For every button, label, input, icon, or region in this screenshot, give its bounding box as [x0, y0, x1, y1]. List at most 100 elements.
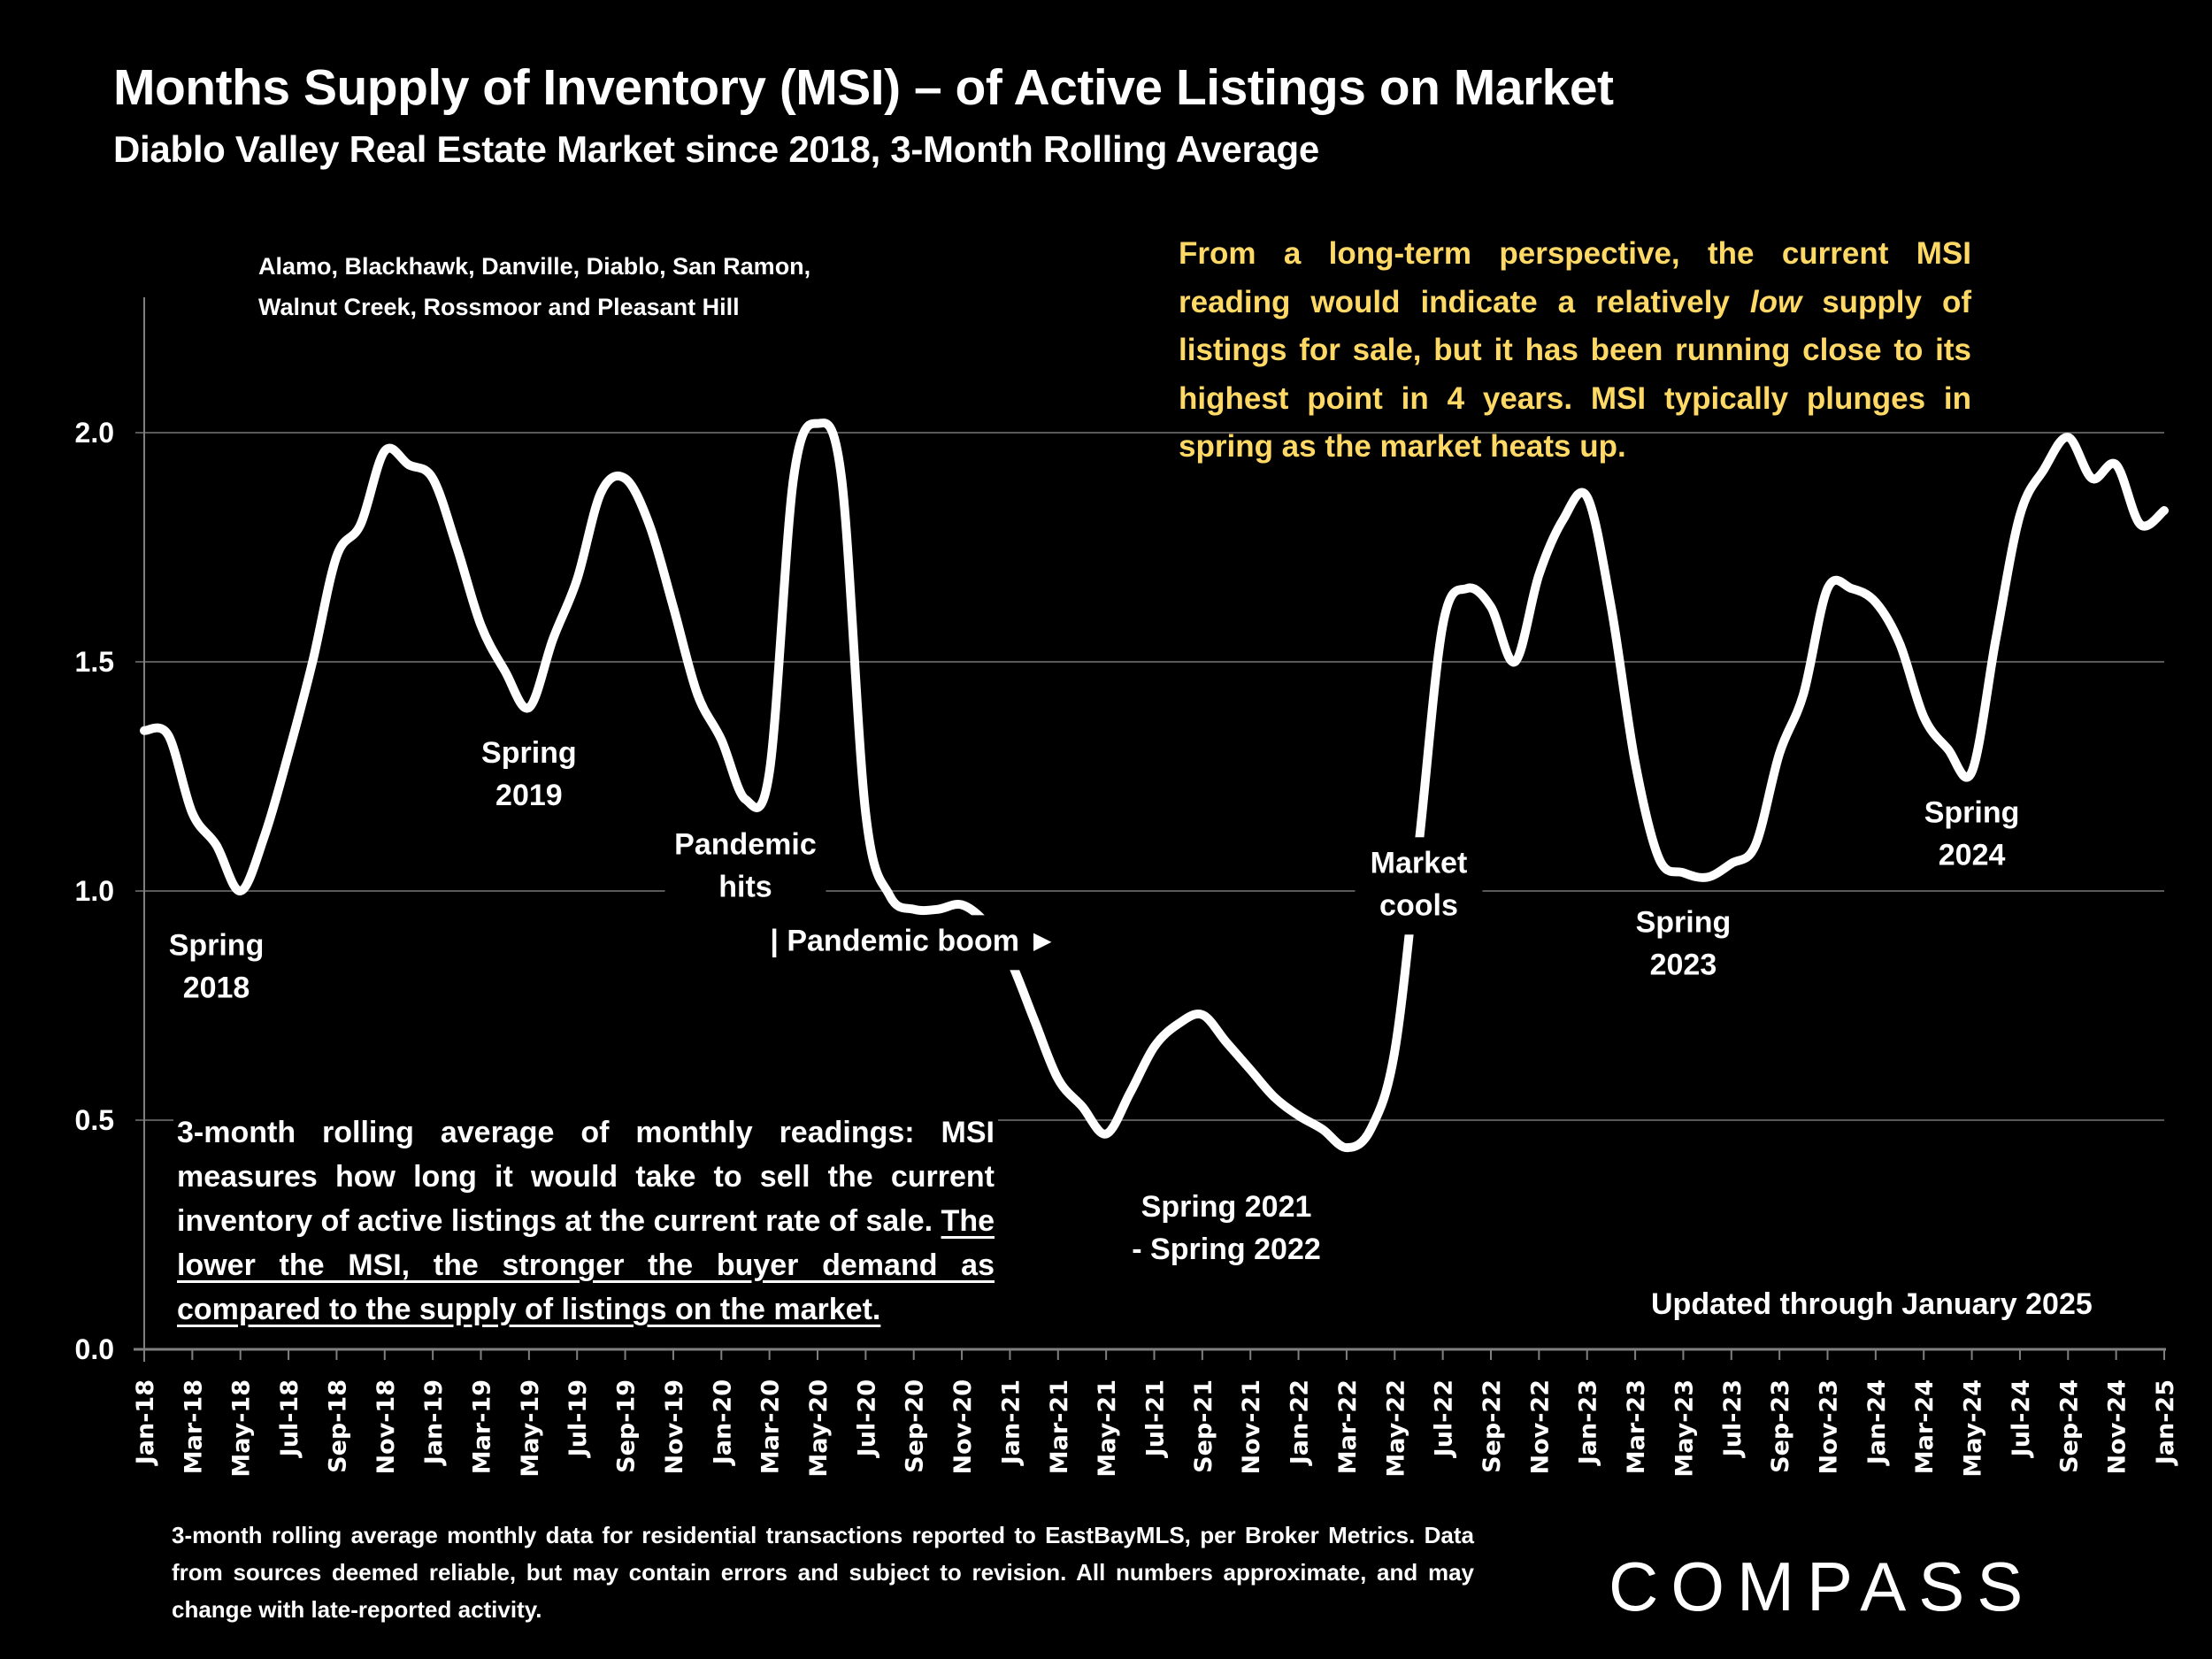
- x-tick-label: Sep-21: [1190, 1379, 1217, 1473]
- annotation-text: 2018: [183, 972, 250, 1005]
- annotation-text: 2019: [495, 779, 563, 812]
- x-tick-label: Nov-20: [949, 1379, 977, 1475]
- note-white-underlined: The lower the MSI, the stronger the buye…: [177, 1204, 995, 1326]
- annotation-text: Spring: [169, 929, 265, 963]
- x-tick-label: May-24: [1960, 1379, 1987, 1478]
- x-tick-label: Jul-19: [565, 1379, 592, 1458]
- x-tick-label: Mar-24: [1911, 1379, 1939, 1474]
- x-tick-label: Jan-25: [2152, 1379, 2179, 1466]
- x-tick-label: Mar-18: [180, 1379, 207, 1474]
- annotation-label: | Pandemic boom ►: [757, 915, 1071, 971]
- annotation-text: cools: [1379, 888, 1458, 922]
- x-tick-label: Jan-21: [997, 1379, 1025, 1466]
- y-tick-label: 0.5: [75, 1104, 114, 1136]
- x-tick-label: Sep-24: [2055, 1379, 2083, 1473]
- msi-series-line: [140, 419, 2169, 1153]
- x-tick-label: Mar-23: [1623, 1379, 1650, 1474]
- x-tick-label: Sep-19: [613, 1379, 641, 1473]
- annotation-label: Market cools: [1355, 837, 1483, 935]
- footer-disclaimer: 3-month rolling average monthly data for…: [172, 1522, 1474, 1623]
- x-tick-label: Jul-23: [1719, 1379, 1747, 1458]
- x-tick-label: Mar-21: [1046, 1379, 1073, 1474]
- regions-label: Alamo, Blackhawk, Danville, Diablo, San …: [258, 246, 810, 327]
- x-tick-label: Jan-18: [132, 1379, 159, 1466]
- gridlines: [135, 432, 2164, 1121]
- x-tick-label: Jan-19: [420, 1379, 448, 1466]
- annotation-text: - Spring 2022: [1132, 1233, 1321, 1266]
- y-axis-ticks: 0.0 0.5 1.0 1.5 2.0: [75, 417, 114, 1365]
- annotation-label: Pandemic hits: [664, 818, 826, 917]
- x-tick-label: May-19: [517, 1379, 544, 1478]
- note-white-plain: 3-month rolling average of monthly readi…: [177, 1116, 995, 1238]
- chart-title: Months Supply of Inventory (MSI) – of Ac…: [113, 59, 1614, 116]
- x-tick-label: Mar-20: [757, 1379, 785, 1474]
- annotation-backing: [757, 915, 1071, 971]
- msi-definition-note: 3-month rolling average of monthly readi…: [173, 1110, 998, 1332]
- annotation-label: Spring 2019: [465, 726, 593, 825]
- x-tick-label: Sep-22: [1479, 1379, 1506, 1473]
- x-tick-label: Mar-22: [1334, 1379, 1362, 1474]
- chart-subtitle: Diablo Valley Real Estate Market since 2…: [113, 128, 1319, 170]
- updated-through-label: Updated through January 2025: [1651, 1287, 2093, 1321]
- x-tick-label: Sep-18: [324, 1379, 351, 1473]
- annotation-backing: [152, 919, 280, 1018]
- annotation-text: 2024: [1939, 838, 2006, 872]
- y-tick-label: 0.0: [75, 1333, 114, 1365]
- x-tick-label: Mar-19: [469, 1379, 496, 1474]
- x-axis-ticks: Jan-18 Mar-18 May-18 Jul-18 Sep-18 Nov-18 Jan-…: [132, 1349, 2179, 1478]
- annotation-text: Pandemic: [674, 828, 817, 862]
- annotation-label: Spring 2018: [152, 919, 280, 1018]
- annotation-label: Spring 2021 - Spring 2022: [1103, 1180, 1349, 1279]
- annotation-backing: [1355, 837, 1483, 935]
- annotation-backing: [465, 726, 593, 825]
- x-tick-label: Jan-22: [1286, 1379, 1314, 1466]
- annotation-text: 2023: [1650, 949, 1717, 982]
- annotation-backing: [664, 818, 826, 917]
- annotation-text: hits: [718, 871, 772, 904]
- x-tick-label: May-18: [228, 1379, 256, 1478]
- x-tick-label: Nov-22: [1526, 1379, 1554, 1475]
- x-tick-label: May-21: [1094, 1379, 1121, 1478]
- annotation-backing: [1103, 1180, 1349, 1279]
- y-tick-label: 1.0: [75, 875, 114, 907]
- y-tick-label: 2.0: [75, 417, 114, 449]
- annotation-text: Spring: [1924, 795, 2020, 829]
- x-tick-label: Sep-20: [902, 1379, 929, 1473]
- annotation-text: Spring 2021: [1141, 1190, 1312, 1224]
- annotation-label: Spring 2023: [1619, 896, 1747, 995]
- annotation-text: Market: [1371, 846, 1468, 879]
- annotation-label: Spring 2024: [1908, 787, 2036, 885]
- x-tick-label: Nov-18: [373, 1379, 400, 1475]
- x-tick-label: Sep-23: [1767, 1379, 1794, 1473]
- x-tick-label: Nov-23: [1816, 1379, 1843, 1475]
- regions-line-1: Alamo, Blackhawk, Danville, Diablo, San …: [258, 253, 811, 280]
- x-tick-label: Jan-20: [709, 1379, 736, 1466]
- x-tick-label: Jul-18: [276, 1379, 303, 1458]
- annotations: Spring 2018 Spring 2019 Pandemic hits | Pandem…: [152, 726, 2036, 1279]
- note-yellow-part-1: From a long-term perspective, the curren…: [1179, 236, 1971, 319]
- x-tick-label: Jul-22: [1431, 1379, 1458, 1458]
- x-tick-label: May-23: [1671, 1379, 1698, 1478]
- x-tick-label: Nov-24: [2104, 1379, 2131, 1475]
- annotation-backing: [1619, 896, 1747, 995]
- long-term-perspective-note: From a long-term perspective, the curren…: [1179, 230, 1971, 472]
- x-tick-label: Jan-24: [1863, 1379, 1891, 1466]
- note-yellow-italic: low: [1749, 284, 1802, 319]
- y-tick-label: 1.5: [75, 646, 114, 678]
- x-tick-label: Nov-21: [1238, 1379, 1265, 1475]
- x-tick-label: Jul-24: [2008, 1379, 2035, 1458]
- x-tick-label: Jul-20: [853, 1379, 880, 1458]
- x-tick-label: May-20: [805, 1379, 833, 1478]
- annotation-text: Spring: [481, 736, 577, 770]
- x-tick-label: May-22: [1382, 1379, 1409, 1478]
- x-tick-label: Nov-19: [661, 1379, 688, 1475]
- annotation-text: Spring: [1636, 906, 1732, 940]
- regions-line-2: Walnut Creek, Rossmoor and Pleasant Hill: [258, 294, 740, 320]
- annotation-backing: [1908, 787, 2036, 885]
- note-yellow-part-2: supply of listings for sale, but it has …: [1179, 284, 1971, 465]
- x-tick-label: Jan-23: [1575, 1379, 1602, 1466]
- compass-logo: COMPASS: [1609, 1548, 2036, 1625]
- annotation-text: | Pandemic boom ►: [770, 924, 1057, 957]
- x-tick-label: Jul-21: [1142, 1379, 1170, 1458]
